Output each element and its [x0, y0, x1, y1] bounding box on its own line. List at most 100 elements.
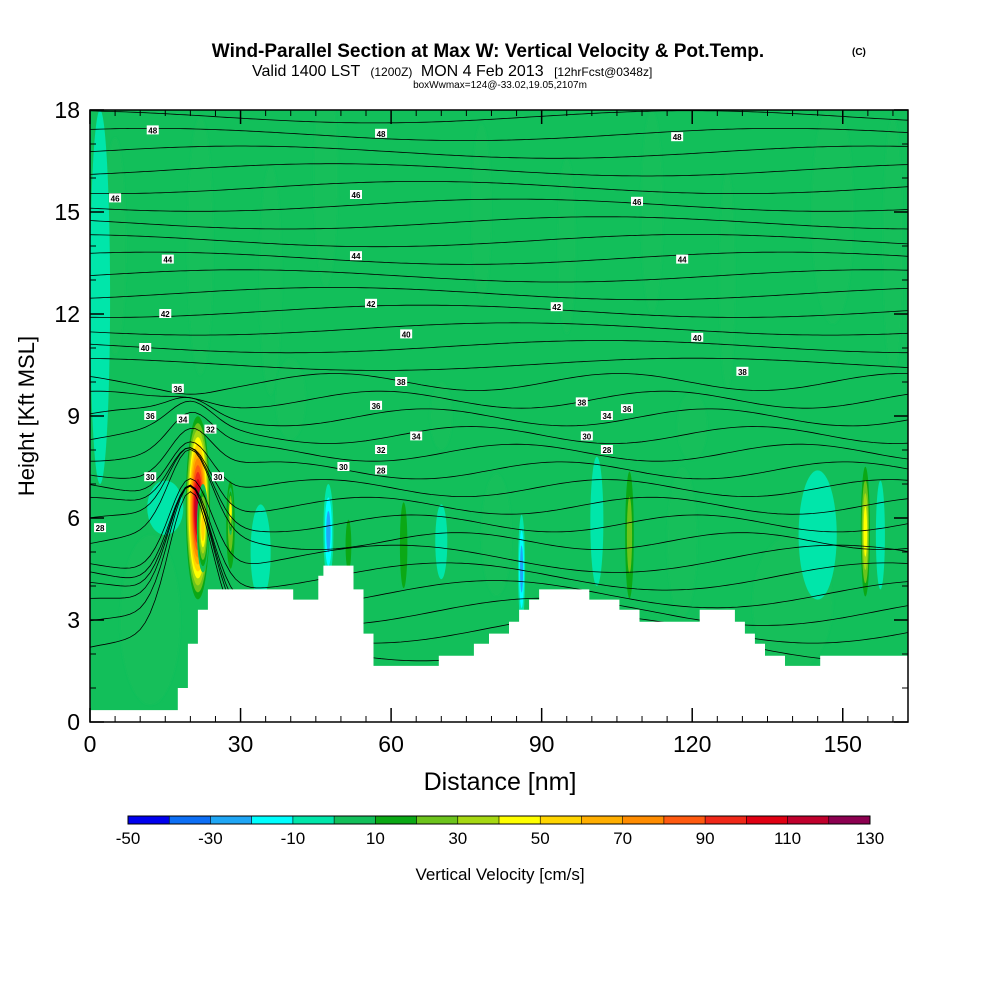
theta-label-box — [375, 445, 388, 454]
velocity-feature-15 — [875, 480, 885, 590]
theta-isoline — [90, 411, 908, 462]
theta-label-box — [631, 196, 644, 206]
theta-label-15: 36 — [171, 383, 184, 394]
theta-label-text: 40 — [402, 330, 411, 339]
colorbar-swatch-14 — [705, 816, 747, 824]
theta-label-text: 36 — [173, 385, 182, 394]
theta-label-7: 32 — [204, 424, 217, 435]
colorbar-swatch-17 — [828, 816, 871, 824]
theta-isoline — [90, 448, 908, 550]
theta-label-5: 28 — [375, 465, 388, 475]
velocity-feature-12 — [623, 446, 636, 624]
velocity-feature-level — [626, 496, 633, 574]
theta-label-box — [144, 472, 157, 482]
theta-label-text: 28 — [602, 446, 611, 455]
theta-isoline — [90, 145, 908, 159]
velocity-feature-16 — [90, 110, 111, 484]
theta-label-24: 42 — [550, 302, 563, 312]
y-tick-label-0: 0 — [67, 709, 80, 735]
colorbar-swatch-3 — [251, 816, 294, 824]
terrain-mask — [90, 565, 908, 722]
colorbar-tick-label-5: 50 — [531, 829, 550, 848]
theta-isoline — [90, 251, 908, 265]
updraft-streak-7 — [719, 171, 736, 389]
colorbar-swatch-0 — [128, 816, 170, 824]
theta-label-box — [365, 298, 378, 308]
theta-label-box — [337, 462, 350, 471]
velocity-feature-level — [435, 504, 448, 580]
x-tick-label-1: 30 — [228, 731, 254, 757]
velocity-feature-11 — [590, 456, 604, 586]
theta-label-box — [109, 193, 122, 203]
theta-label-box — [144, 411, 157, 420]
theta-label-6: 28 — [600, 445, 613, 455]
updraft-streak-9 — [882, 116, 903, 376]
theta-label-text: 34 — [602, 412, 611, 421]
updraft-streak-11 — [430, 382, 453, 450]
theta-label-box — [736, 366, 749, 376]
updraft-streak-3 — [313, 110, 338, 287]
theta-isoline — [90, 447, 908, 515]
updraft-streak-12 — [677, 392, 708, 461]
theta-label-box — [171, 383, 184, 393]
theta-label-box — [375, 465, 388, 475]
theta-label-box — [575, 397, 588, 407]
theta-label-30: 46 — [631, 196, 644, 207]
y-tick-label-3: 9 — [67, 403, 80, 429]
theta-isoline — [90, 357, 908, 371]
theta-label-21: 40 — [691, 332, 704, 343]
velocity-feature-5 — [250, 504, 271, 600]
theta-label-text: 44 — [163, 256, 172, 265]
theta-label-box — [176, 414, 189, 424]
y-tick-label-2: 6 — [67, 505, 80, 531]
theta-label-box — [400, 329, 413, 339]
y-tick-label-1: 3 — [67, 607, 80, 633]
theta-label-box — [676, 254, 689, 264]
theta-label-23: 42 — [365, 298, 378, 309]
velocity-feature-level — [863, 506, 868, 557]
theta-label-text: 34 — [412, 432, 421, 441]
theta-label-text: 38 — [397, 378, 406, 387]
theta-label-text: 48 — [377, 130, 386, 139]
theta-label-text: 42 — [552, 303, 561, 312]
theta-label-box — [159, 309, 172, 318]
x-tick-label-0: 0 — [84, 731, 97, 757]
theta-label-3: 30 — [337, 462, 350, 472]
velocity-feature-level — [520, 545, 524, 593]
valid-zulu: (1200Z) — [370, 65, 412, 79]
theta-isoline — [90, 287, 908, 301]
x-axis-label: Distance [nm] — [424, 768, 577, 796]
updraft-streak-16 — [667, 467, 698, 617]
theta-isoline — [90, 340, 908, 354]
theta-label-12: 36 — [144, 411, 157, 421]
updraft-streak-13 — [120, 535, 181, 705]
velocity-feature-level — [875, 480, 885, 590]
theta-label-box — [349, 190, 362, 199]
theta-label-8: 32 — [375, 445, 388, 455]
updraft-streak-1 — [187, 116, 214, 376]
theta-label-box — [620, 404, 633, 414]
theta-label-text: 48 — [148, 126, 157, 135]
updraft-streak-4 — [471, 123, 492, 301]
updraft-streak-15 — [481, 473, 512, 597]
velocity-feature-level — [201, 515, 205, 542]
theta-label-13: 36 — [370, 400, 383, 411]
x-tick-label-4: 120 — [673, 731, 711, 757]
theta-label-text: 44 — [678, 256, 687, 265]
theta-label-text: 40 — [693, 334, 702, 343]
theta-label-box — [671, 132, 684, 142]
theta-isoline — [90, 484, 908, 626]
colorbar-swatch-11 — [581, 816, 623, 824]
updraft-streak-6 — [641, 110, 664, 314]
theta-label-box — [600, 411, 613, 420]
theta-isoline — [90, 128, 908, 141]
colorbar-tick-label-6: 70 — [613, 829, 632, 848]
colorbar-swatch-2 — [210, 816, 252, 824]
velocity-feature-13 — [798, 470, 837, 600]
valid-line: Valid 1400 LST (1200Z) MON 4 Feb 2013 [1… — [252, 63, 652, 80]
velocity-feature-level — [250, 504, 271, 600]
theta-label-box — [94, 523, 107, 533]
x-tick-label-2: 60 — [378, 731, 404, 757]
